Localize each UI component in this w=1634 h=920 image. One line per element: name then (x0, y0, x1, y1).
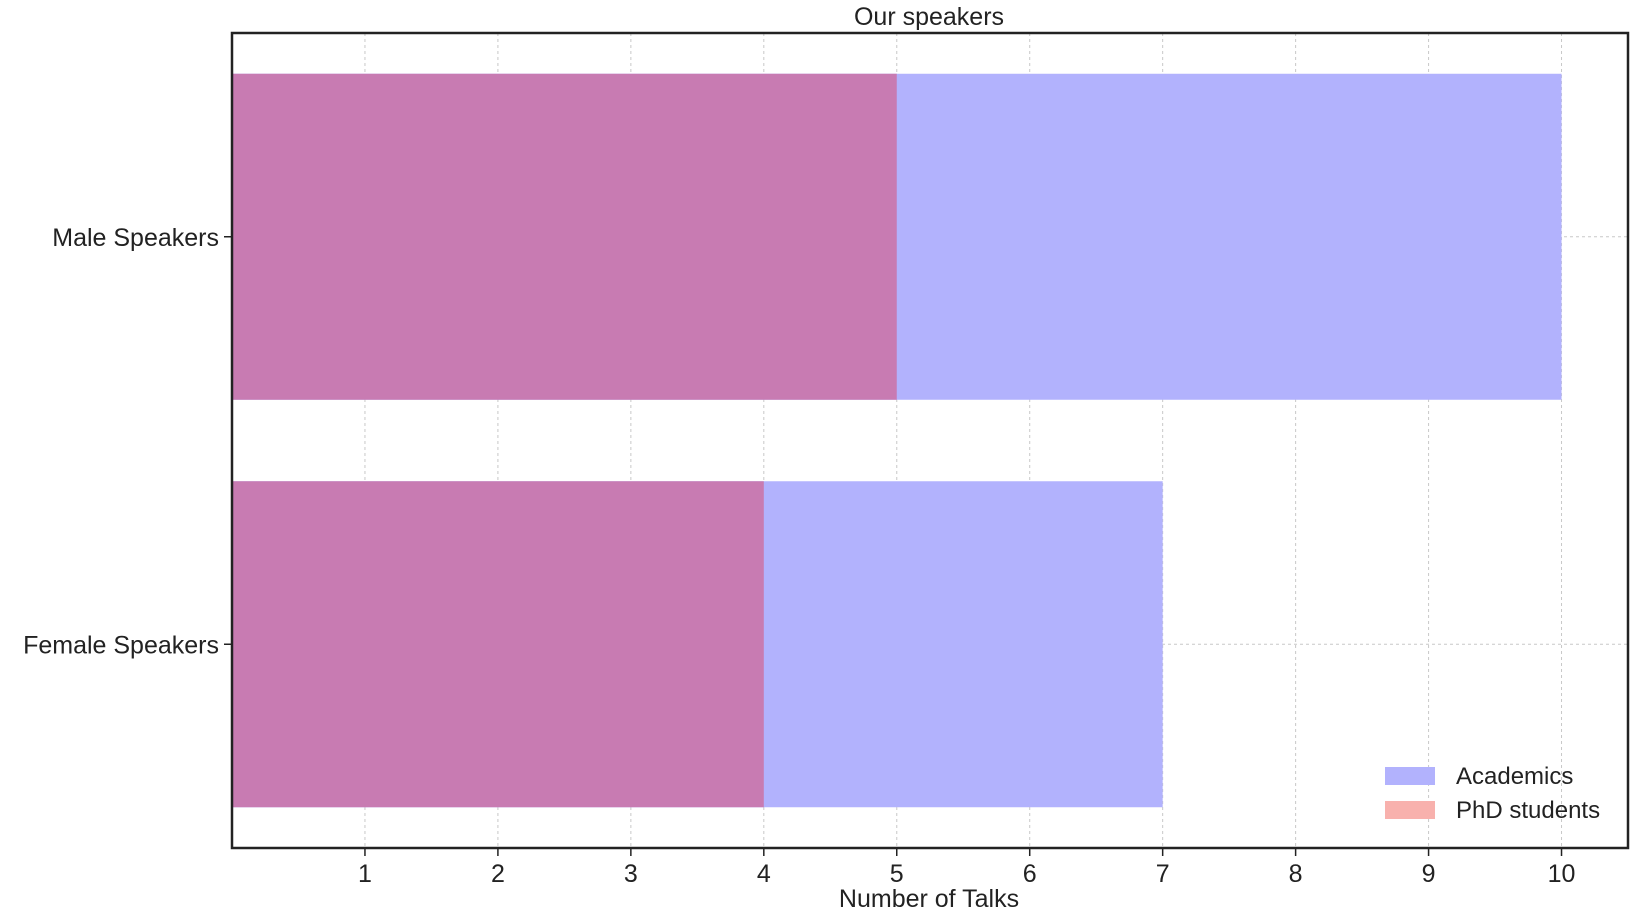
y-tick-label: Female Speakers (23, 631, 219, 659)
x-tick-label: 10 (1548, 860, 1576, 888)
chart-title: Our speakers (854, 3, 1004, 31)
bars (232, 73, 1562, 808)
x-tick-label: 1 (358, 860, 372, 888)
x-tick-label: 2 (491, 860, 505, 888)
x-tick-label: 4 (757, 860, 771, 888)
x-tick-label: 8 (1289, 860, 1303, 888)
x-tick-label: 3 (624, 860, 638, 888)
bar-phd-students-male-speakers (232, 73, 897, 400)
x-tick-label: 7 (1156, 860, 1170, 888)
legend-swatch (1385, 801, 1435, 819)
legend-label: PhD students (1456, 797, 1600, 824)
y-tick-label: Male Speakers (52, 224, 219, 252)
y-ticks: Male Speakers Female Speakers (23, 224, 232, 659)
plot-frame (230, 31, 1630, 850)
legend: Academics PhD students (1385, 763, 1600, 824)
x-axis-label: Number of Talks (839, 885, 1019, 913)
x-tick-label: 6 (1023, 860, 1037, 888)
legend-label: Academics (1456, 763, 1573, 790)
legend-swatch (1385, 767, 1435, 785)
x-tick-label: 9 (1422, 860, 1436, 888)
x-ticks: 1 2 3 4 5 6 7 8 9 10 (358, 848, 1575, 888)
x-tick-label: 5 (890, 860, 904, 888)
bar-phd-students-female-speakers (232, 481, 764, 808)
